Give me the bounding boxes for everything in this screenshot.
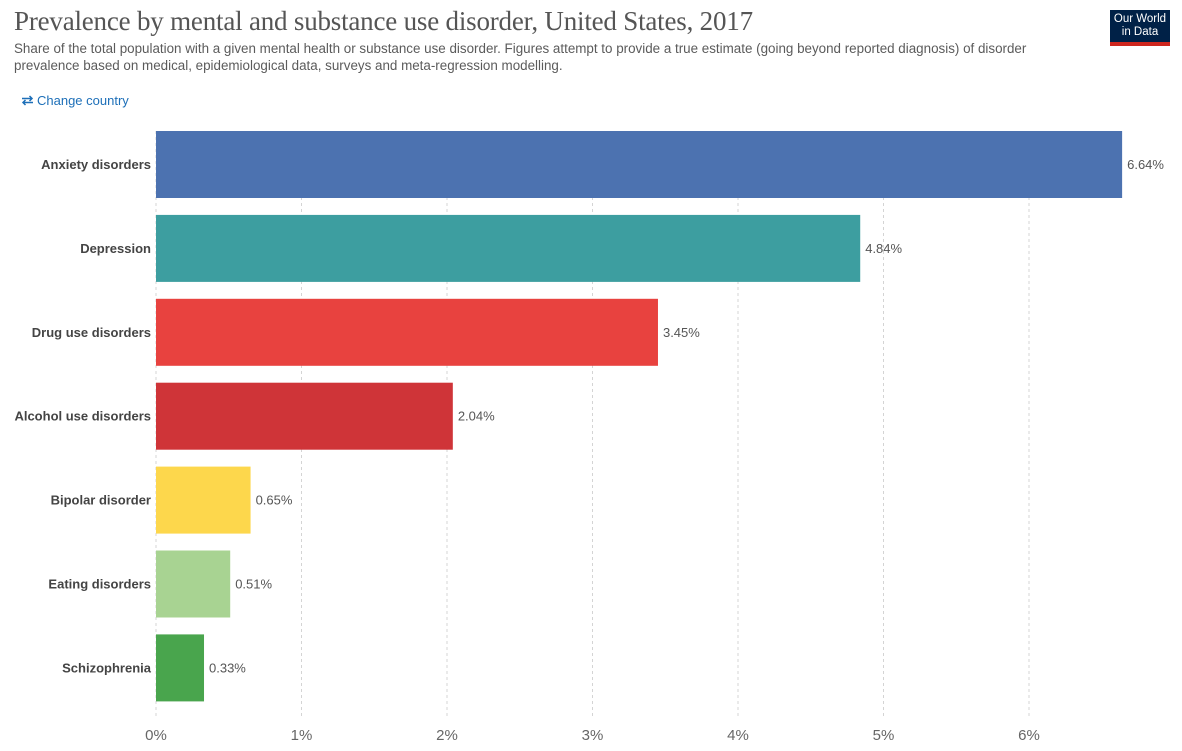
value-label: 6.64% [1127, 157, 1164, 172]
x-tick-label: 5% [873, 727, 895, 744]
bar[interactable] [156, 466, 251, 534]
bar[interactable] [156, 634, 205, 702]
bar[interactable] [156, 382, 453, 450]
x-tick-label: 2% [436, 727, 458, 744]
bars: Anxiety disorders 6.64% Depression 4.84% Dru… [14, 131, 1164, 702]
category-label: Depression [80, 241, 151, 256]
category-label: Anxiety disorders [41, 157, 151, 172]
logo-line-1: Our World [1113, 13, 1167, 25]
bar[interactable] [156, 131, 1123, 198]
value-label: 2.04% [458, 409, 495, 424]
chart-subtitle: Share of the total population with a giv… [14, 41, 1027, 73]
value-label: 0.51% [235, 577, 272, 592]
x-tick-label: 1% [291, 727, 313, 744]
x-tick-label: 3% [582, 727, 604, 744]
bar[interactable] [156, 298, 658, 366]
owid-logo[interactable]: Our World in Data [1110, 10, 1170, 46]
category-label: Schizophrenia [62, 660, 152, 675]
chart-title: Prevalence by mental and substance use d… [14, 6, 753, 36]
category-label: Eating disorders [48, 577, 151, 592]
swap-arrows-icon [21, 95, 34, 106]
change-country-button[interactable]: Change country [21, 93, 129, 108]
x-tick-label: 4% [727, 727, 749, 744]
value-label: 0.65% [256, 493, 293, 508]
logo-line-2: in Data [1121, 26, 1159, 38]
x-axis-ticks: 0% 1% 2% 3% 4% 5% 6% [145, 727, 1040, 744]
category-label: Bipolar disorder [51, 493, 151, 508]
category-label: Drug use disorders [32, 325, 151, 340]
value-label: 3.45% [663, 325, 700, 340]
change-country-label: Change country [37, 93, 129, 108]
bar[interactable] [156, 214, 861, 282]
x-tick-label: 6% [1018, 727, 1040, 744]
value-label: 0.33% [209, 660, 246, 675]
value-label: 4.84% [865, 241, 902, 256]
x-tick-label: 0% [145, 727, 167, 744]
category-label: Alcohol use disorders [14, 409, 151, 424]
bar[interactable] [156, 550, 231, 618]
